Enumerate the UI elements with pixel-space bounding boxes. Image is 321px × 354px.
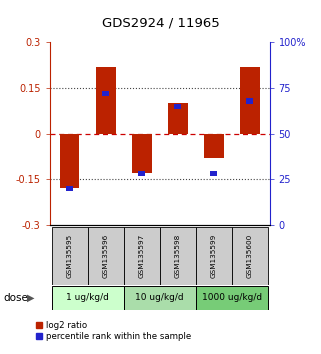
Text: GDS2924 / 11965: GDS2924 / 11965 <box>102 17 219 29</box>
Bar <box>132 133 152 173</box>
Text: dose: dose <box>3 293 28 303</box>
Text: GSM135597: GSM135597 <box>139 234 145 278</box>
Bar <box>160 227 196 285</box>
Bar <box>96 67 116 133</box>
Text: 10 ug/kg/d: 10 ug/kg/d <box>135 293 184 302</box>
Text: GSM135600: GSM135600 <box>247 234 253 278</box>
Bar <box>210 171 217 177</box>
Bar <box>204 133 224 158</box>
Text: GSM135599: GSM135599 <box>211 234 217 278</box>
Text: GSM135596: GSM135596 <box>103 234 108 278</box>
Bar <box>232 227 268 285</box>
Bar <box>174 104 181 109</box>
Bar <box>102 91 109 96</box>
Bar <box>240 67 260 133</box>
Bar <box>66 185 73 191</box>
Bar <box>196 286 268 310</box>
Bar <box>138 171 145 177</box>
Bar <box>196 227 232 285</box>
Legend: log2 ratio, percentile rank within the sample: log2 ratio, percentile rank within the s… <box>36 321 191 341</box>
Text: GSM135595: GSM135595 <box>66 234 73 278</box>
Text: 1000 ug/kg/d: 1000 ug/kg/d <box>202 293 262 302</box>
Bar <box>52 286 124 310</box>
Bar <box>246 98 253 104</box>
Text: 1 ug/kg/d: 1 ug/kg/d <box>66 293 109 302</box>
Bar <box>168 103 188 133</box>
Text: GSM135598: GSM135598 <box>175 234 181 278</box>
Bar <box>52 227 88 285</box>
Bar <box>124 227 160 285</box>
Bar <box>124 286 196 310</box>
Text: ▶: ▶ <box>27 293 34 303</box>
Bar <box>60 133 80 188</box>
Bar <box>88 227 124 285</box>
